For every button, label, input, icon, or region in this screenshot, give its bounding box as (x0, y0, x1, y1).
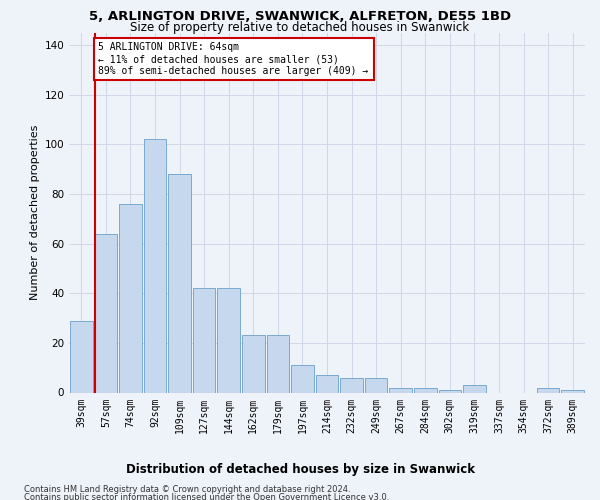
Text: Contains HM Land Registry data © Crown copyright and database right 2024.: Contains HM Land Registry data © Crown c… (24, 485, 350, 494)
Text: Distribution of detached houses by size in Swanwick: Distribution of detached houses by size … (125, 462, 475, 475)
Bar (316, 375, 338, 392)
Text: 5 ARLINGTON DRIVE: 64sqm
← 11% of detached houses are smaller (53)
89% of semi-d: 5 ARLINGTON DRIVE: 64sqm ← 11% of detach… (98, 42, 369, 76)
Bar (242, 336, 265, 392)
Bar (168, 174, 191, 392)
Bar (365, 378, 388, 392)
Bar (340, 378, 363, 392)
Bar (537, 388, 559, 392)
Bar (143, 140, 166, 392)
Bar (119, 204, 142, 392)
Bar (562, 390, 584, 392)
Bar (70, 320, 92, 392)
Bar (414, 388, 437, 392)
Text: 5, ARLINGTON DRIVE, SWANWICK, ALFRETON, DE55 1BD: 5, ARLINGTON DRIVE, SWANWICK, ALFRETON, … (89, 10, 511, 23)
Bar (291, 365, 314, 392)
Bar (193, 288, 215, 393)
Bar (217, 288, 240, 393)
Bar (266, 336, 289, 392)
Bar (463, 385, 486, 392)
Y-axis label: Number of detached properties: Number of detached properties (30, 125, 40, 300)
Text: Size of property relative to detached houses in Swanwick: Size of property relative to detached ho… (130, 21, 470, 34)
Bar (389, 388, 412, 392)
Bar (439, 390, 461, 392)
Bar (95, 234, 117, 392)
Text: Contains public sector information licensed under the Open Government Licence v3: Contains public sector information licen… (24, 492, 389, 500)
